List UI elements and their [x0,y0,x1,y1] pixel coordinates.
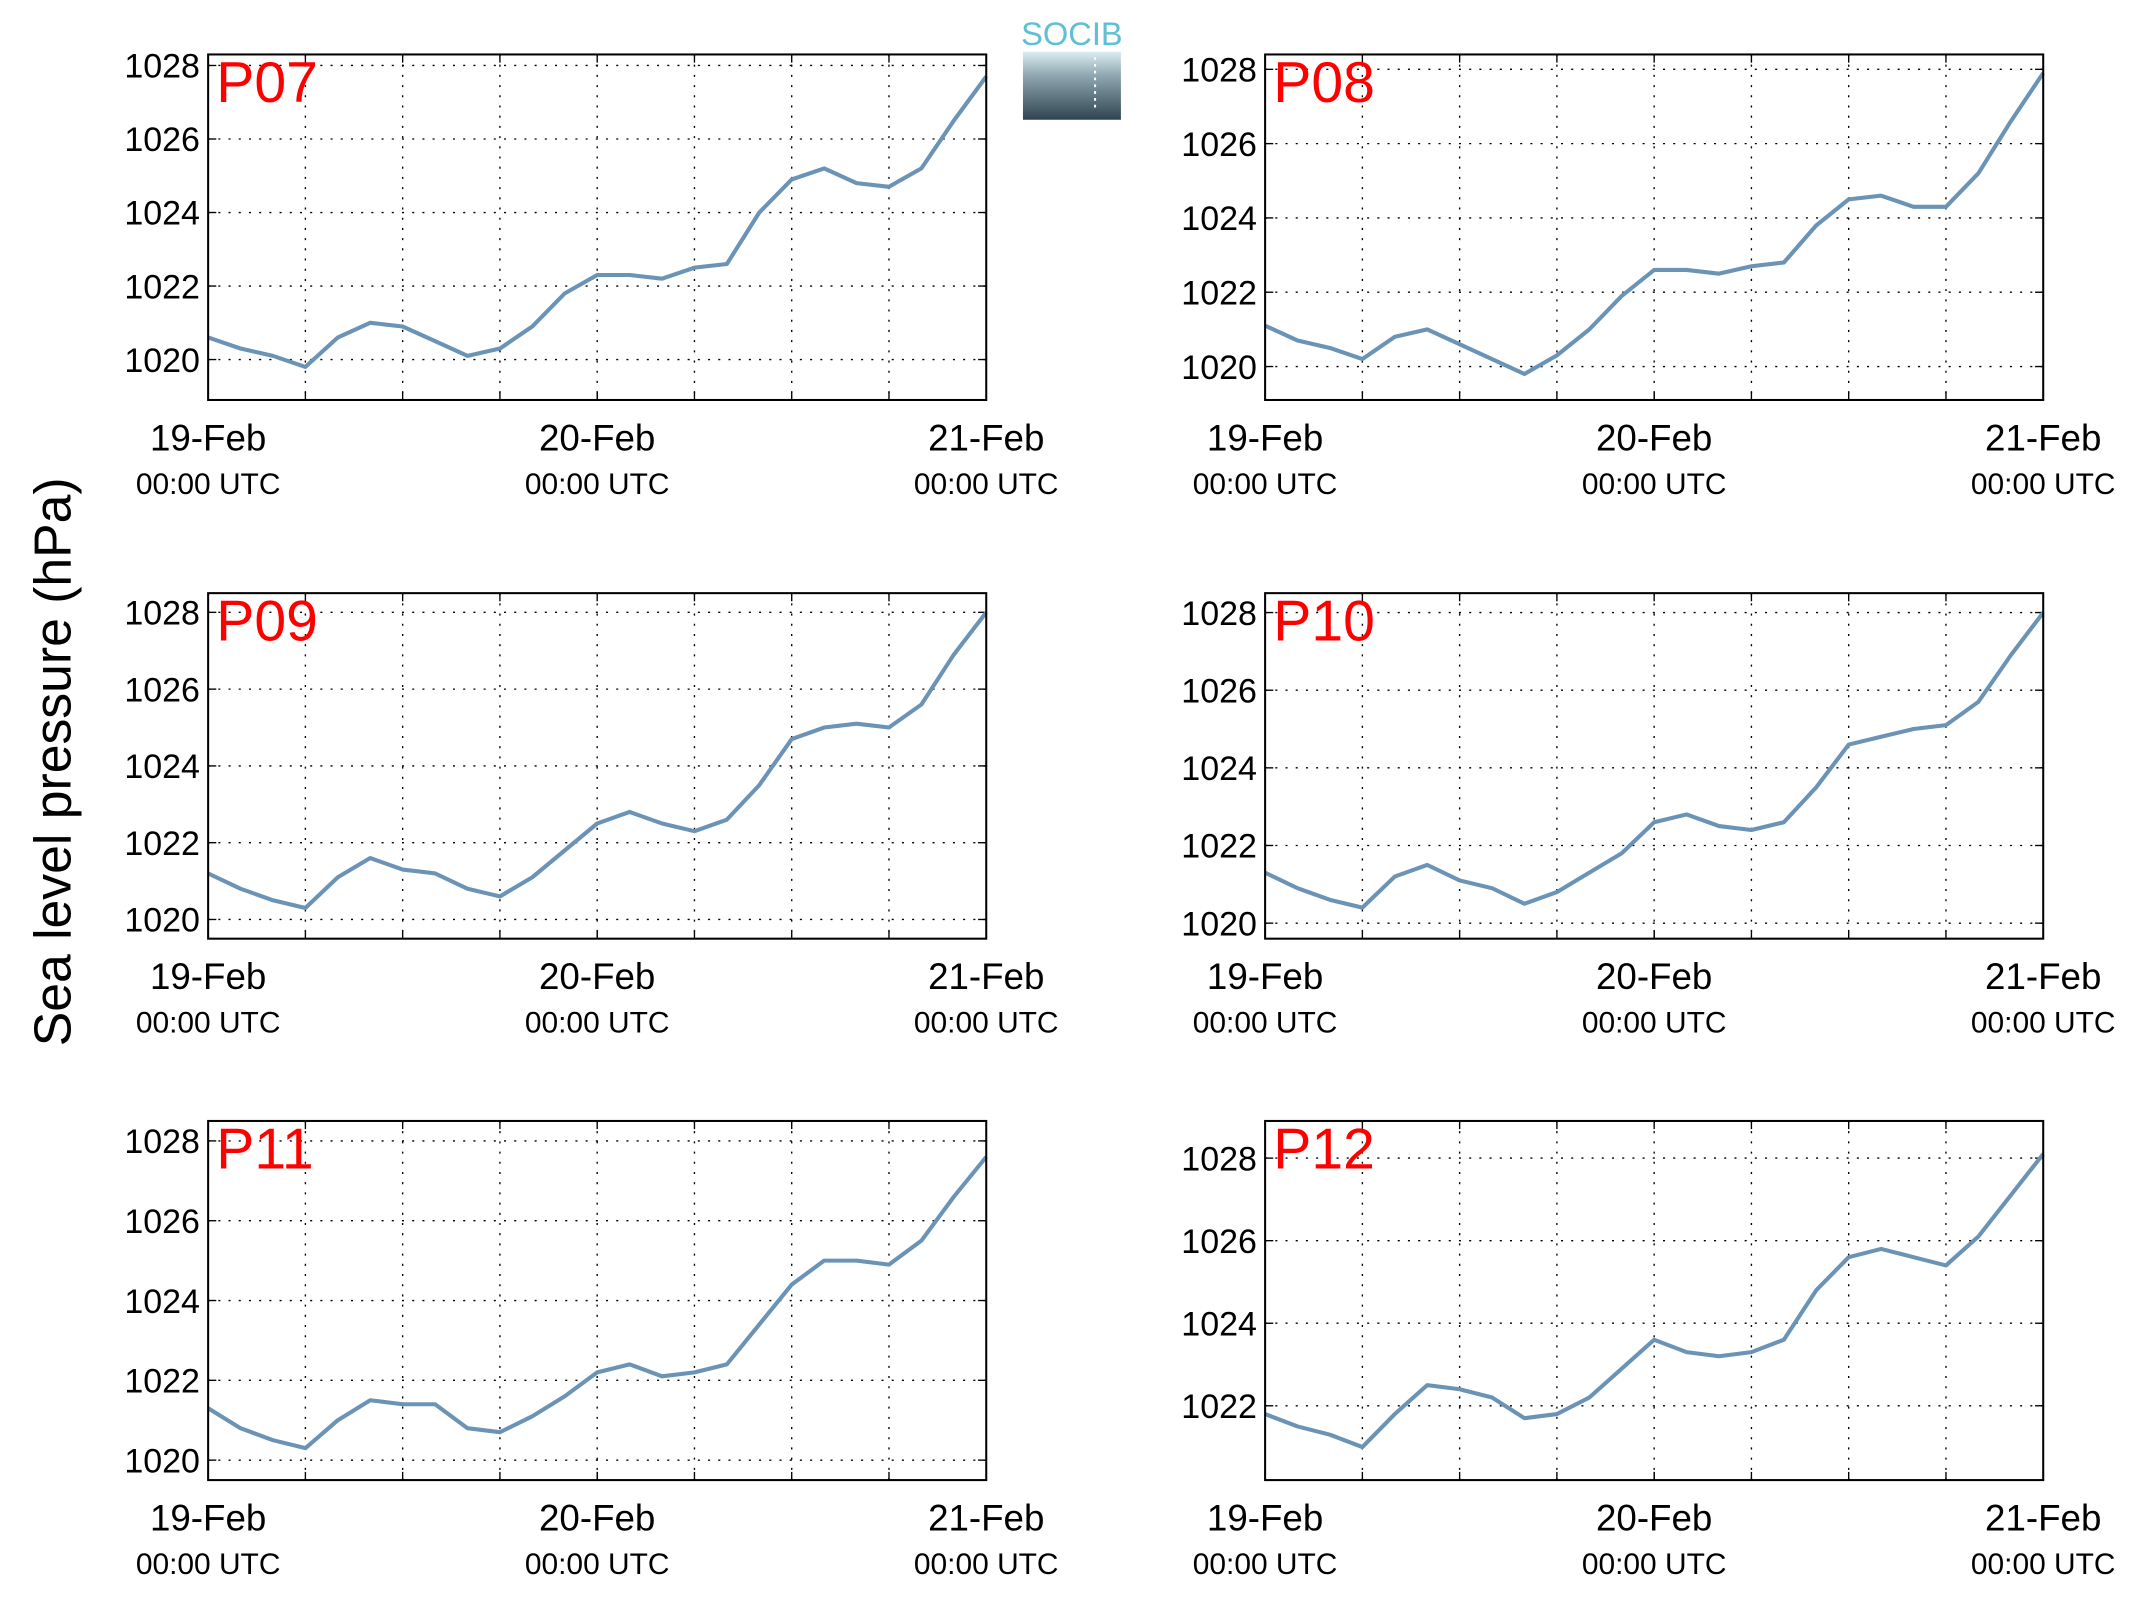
y-axis-label: Sea level pressure (hPa) [24,477,82,1046]
y-tick-label: 1028 [124,595,200,633]
y-tick-label: 1020 [1181,905,1257,943]
panel: 1020 1022 1024 1026 1028 19-Feb 00:00 UTC 20-Fe… [124,590,1058,1040]
plot-frame [1264,1119,2045,1482]
x-tick-label: 21-Feb [928,956,1044,997]
y-tick-label: 1020 [124,1442,200,1480]
y-tick-label: 1024 [1181,200,1257,238]
x-tick-time: 00:00 UTC [136,1007,281,1040]
x-tick-label: 20-Feb [1596,417,1712,458]
x-tick-time: 00:00 UTC [1193,468,1338,501]
y-tick-label: 1026 [124,671,200,709]
y-tick-label: 1026 [1181,126,1257,164]
panel-title: P11 [216,1118,313,1182]
logo-block [1022,51,1121,120]
y-tick-label: 1026 [1181,672,1257,710]
y-tick-label: 1028 [124,48,200,86]
y-tick-label: 1026 [124,1203,200,1241]
y-tick-label: 1028 [1181,1140,1257,1178]
x-tick-time: 00:00 UTC [1582,468,1727,501]
plot-frame [1264,592,2045,940]
y-tick-label: 1022 [1181,1388,1257,1426]
y-tick-label: 1022 [1181,828,1257,866]
panel: 1022 1024 1026 1028 19-Feb 00:00 UTC 20-Feb 00:… [1181,1118,2115,1581]
panel-title: P10 [1273,590,1375,654]
x-tick-label: 21-Feb [1985,417,2101,458]
x-tick-time: 00:00 UTC [136,1548,281,1581]
x-tick-time: 00:00 UTC [914,1548,1059,1581]
x-tick-time: 00:00 UTC [525,1007,670,1040]
x-tick-time: 00:00 UTC [525,468,670,501]
y-tick-label: 1024 [124,1283,200,1321]
y-tick-label: 1024 [124,195,200,233]
x-tick-time: 00:00 UTC [914,468,1059,501]
x-tick-label: 20-Feb [539,417,655,458]
series-line [1264,71,2045,377]
y-tick-label: 1020 [124,342,200,380]
x-tick-label: 20-Feb [539,1497,655,1538]
y-tick-label: 1026 [1181,1223,1257,1261]
x-tick-label: 19-Feb [1207,417,1323,458]
y-tick-label: 1024 [1181,750,1257,788]
x-tick-label: 19-Feb [1207,1497,1323,1538]
y-tick-label: 1022 [124,268,200,306]
x-tick-time: 00:00 UTC [1582,1548,1727,1581]
y-tick-label: 1028 [124,1123,200,1161]
x-tick-label: 21-Feb [1985,1497,2101,1538]
y-tick-label: 1022 [124,1363,200,1401]
x-tick-label: 20-Feb [539,956,655,997]
x-tick-label: 20-Feb [1596,1497,1712,1538]
x-tick-time: 00:00 UTC [1582,1007,1727,1040]
y-tick-label: 1024 [1181,1305,1257,1343]
panel: 1020 1022 1024 1026 1028 19-Feb 00:00 UTC 20-Fe… [124,1118,1058,1581]
x-tick-label: 19-Feb [1207,956,1323,997]
x-tick-time: 00:00 UTC [914,1007,1059,1040]
series-line [1264,611,2045,910]
panel-title: P12 [1273,1118,1375,1182]
plot-frame [207,1119,988,1482]
panel-title: P09 [216,590,318,654]
x-tick-time: 00:00 UTC [136,468,281,501]
panel: 1020 1022 1024 1026 1028 19-Feb 00:00 UTC 20-Fe… [1181,51,2115,501]
x-tick-time: 00:00 UTC [525,1548,670,1581]
y-tick-label: 1022 [124,825,200,863]
y-tick-label: 1024 [124,748,200,786]
x-tick-label: 21-Feb [928,1497,1044,1538]
x-tick-time: 00:00 UTC [1971,1548,2116,1581]
logo-text: SOCIB [1021,15,1123,52]
series-line [1264,1152,2045,1450]
x-tick-time: 00:00 UTC [1971,468,2116,501]
x-tick-time: 00:00 UTC [1971,1007,2116,1040]
x-tick-label: 19-Feb [150,956,266,997]
x-tick-time: 00:00 UTC [1193,1548,1338,1581]
panel: 1020 1022 1024 1026 1028 19-Feb 00:00 UTC 20-Fe… [124,48,1058,501]
y-tick-label: 1028 [1181,595,1257,633]
x-tick-label: 21-Feb [1985,956,2101,997]
logo: SOCIB [1021,15,1123,120]
y-tick-label: 1020 [1181,349,1257,387]
y-tick-label: 1028 [1181,52,1257,90]
series-line [207,75,988,369]
y-tick-label: 1020 [124,902,200,940]
x-tick-time: 00:00 UTC [1193,1007,1338,1040]
x-tick-label: 21-Feb [928,417,1044,458]
panel: 1020 1022 1024 1026 1028 19-Feb 00:00 UTC 20-Fe… [1181,590,2115,1040]
panel-title: P08 [1273,51,1375,115]
series-line [207,1155,988,1451]
x-tick-label: 20-Feb [1596,956,1712,997]
x-tick-label: 19-Feb [150,1497,266,1538]
plot-frame [1264,53,2045,402]
y-tick-label: 1022 [1181,274,1257,312]
plot-frame [207,53,988,402]
x-tick-label: 19-Feb [150,417,266,458]
y-tick-label: 1026 [124,121,200,159]
panel-title: P07 [216,51,318,115]
series-line [207,611,988,910]
plot-frame [207,592,988,940]
